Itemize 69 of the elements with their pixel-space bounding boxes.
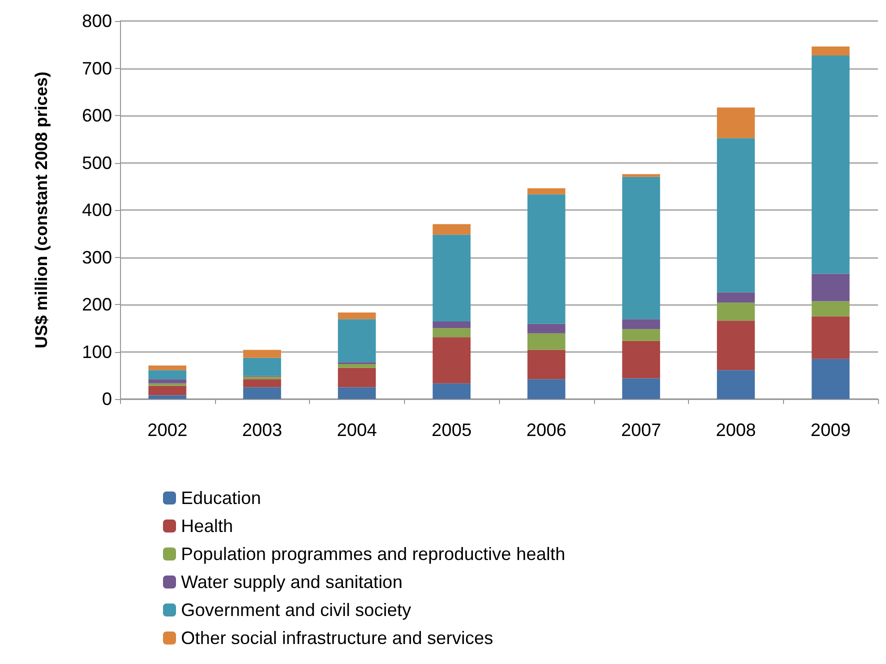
x-tick-label: 2005 [432, 420, 472, 440]
y-tick-label: 300 [82, 247, 112, 268]
y-tick-label: 0 [102, 389, 112, 409]
y-tick-label: 800 [82, 11, 112, 31]
bar [812, 46, 850, 56]
bar [716, 292, 755, 303]
bar [527, 379, 566, 399]
x-tick-label: 2002 [147, 420, 188, 440]
bar [148, 395, 186, 399]
bar [622, 176, 660, 320]
bar [622, 319, 660, 330]
bar [527, 350, 566, 380]
bar [622, 340, 660, 378]
bar [716, 302, 755, 321]
bar [148, 383, 186, 386]
bar [148, 386, 186, 396]
bar [243, 387, 282, 399]
bar [812, 301, 850, 316]
x-tick-label: 2009 [810, 420, 851, 440]
bar [432, 328, 471, 338]
bar [622, 174, 660, 177]
bar [243, 358, 282, 376]
x-tick-label: 2006 [526, 420, 566, 440]
legend-label: Education [181, 488, 262, 508]
bar [432, 322, 471, 328]
bar [812, 55, 850, 274]
bar [338, 364, 376, 368]
bar [812, 274, 850, 302]
bar [243, 350, 282, 358]
bar [338, 319, 376, 362]
bar [432, 224, 471, 235]
y-tick-label: 400 [82, 200, 112, 220]
bar [243, 379, 282, 388]
bar [527, 333, 566, 350]
legend-label: Population programmes and reproductive health [181, 544, 566, 564]
legend-label: Other social infrastructure and services [181, 628, 494, 648]
bar [527, 324, 566, 334]
x-tick-label: 2008 [716, 420, 756, 440]
bar [432, 383, 471, 399]
legend-label: Government and civil society [181, 600, 412, 620]
y-tick-label: 600 [82, 106, 112, 126]
y-tick-label: 100 [82, 342, 112, 362]
bar [527, 194, 566, 324]
bar [527, 188, 566, 194]
bar [716, 138, 755, 292]
bar [148, 370, 186, 380]
bar [338, 368, 376, 388]
y-tick-label: 700 [82, 58, 112, 78]
bar [432, 337, 471, 384]
bar [812, 316, 850, 359]
legend-label: Water supply and sanitation [181, 572, 402, 592]
bar [716, 320, 755, 370]
legend-label: Health [181, 516, 234, 536]
y-tick-label: 500 [82, 152, 112, 173]
x-tick-label: 2007 [621, 420, 662, 440]
x-tick-label: 2003 [242, 420, 282, 440]
y-tick-label: 200 [82, 294, 112, 314]
bar [432, 234, 471, 322]
bar [338, 312, 376, 320]
bar [716, 107, 755, 138]
bar [716, 370, 755, 399]
y-axis-title: US$ million (constant 2008 prices) [32, 72, 51, 348]
bar [812, 358, 850, 399]
bar [622, 329, 660, 341]
bar [148, 379, 186, 384]
bar [338, 387, 376, 399]
x-tick-label: 2004 [336, 420, 377, 440]
bar [148, 365, 186, 370]
bar [622, 378, 660, 399]
